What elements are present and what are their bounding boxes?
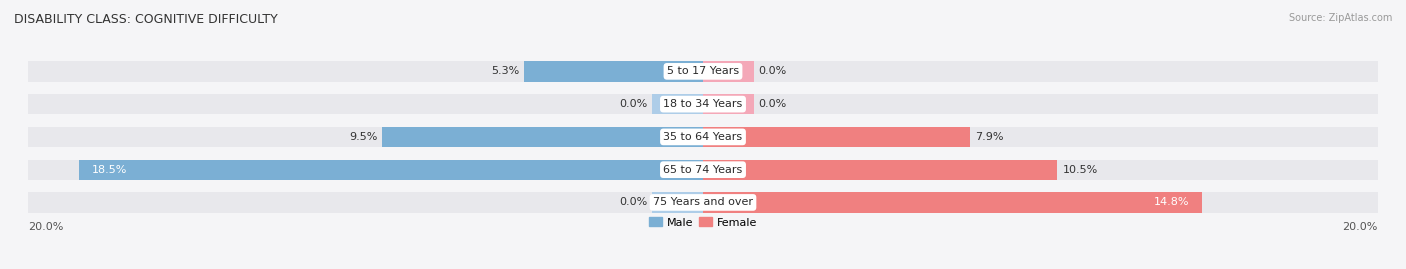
Bar	[28, 192, 703, 213]
Text: 18.5%: 18.5%	[93, 165, 128, 175]
Text: 9.5%: 9.5%	[349, 132, 377, 142]
Bar	[652, 192, 703, 213]
Text: 75 Years and over: 75 Years and over	[652, 197, 754, 207]
Bar	[703, 192, 1378, 213]
Text: DISABILITY CLASS: COGNITIVE DIFFICULTY: DISABILITY CLASS: COGNITIVE DIFFICULTY	[14, 13, 278, 26]
Bar	[28, 61, 703, 82]
Bar	[703, 94, 1378, 114]
Text: 0.0%: 0.0%	[619, 197, 647, 207]
Bar	[703, 127, 1378, 147]
Text: 5 to 17 Years: 5 to 17 Years	[666, 66, 740, 76]
Bar	[703, 127, 970, 147]
Text: 20.0%: 20.0%	[28, 222, 63, 232]
Text: 18 to 34 Years: 18 to 34 Years	[664, 99, 742, 109]
Bar	[703, 160, 1057, 180]
Bar	[703, 61, 1378, 82]
Text: 0.0%: 0.0%	[759, 99, 787, 109]
Text: 10.5%: 10.5%	[1063, 165, 1098, 175]
Bar	[652, 94, 703, 114]
Legend: Male, Female: Male, Female	[644, 213, 762, 232]
Bar	[382, 127, 703, 147]
Text: 0.0%: 0.0%	[619, 99, 647, 109]
Bar	[28, 160, 703, 180]
Text: Source: ZipAtlas.com: Source: ZipAtlas.com	[1288, 13, 1392, 23]
Bar	[79, 160, 703, 180]
Text: 5.3%: 5.3%	[491, 66, 519, 76]
Bar	[703, 61, 754, 82]
Text: 65 to 74 Years: 65 to 74 Years	[664, 165, 742, 175]
Text: 35 to 64 Years: 35 to 64 Years	[664, 132, 742, 142]
Bar	[703, 94, 754, 114]
Bar	[28, 94, 703, 114]
Bar	[703, 192, 1202, 213]
Bar	[28, 127, 703, 147]
Text: 0.0%: 0.0%	[759, 66, 787, 76]
Text: 7.9%: 7.9%	[974, 132, 1002, 142]
Text: 14.8%: 14.8%	[1153, 197, 1189, 207]
Bar	[703, 160, 1378, 180]
Text: 20.0%: 20.0%	[1343, 222, 1378, 232]
Bar	[524, 61, 703, 82]
